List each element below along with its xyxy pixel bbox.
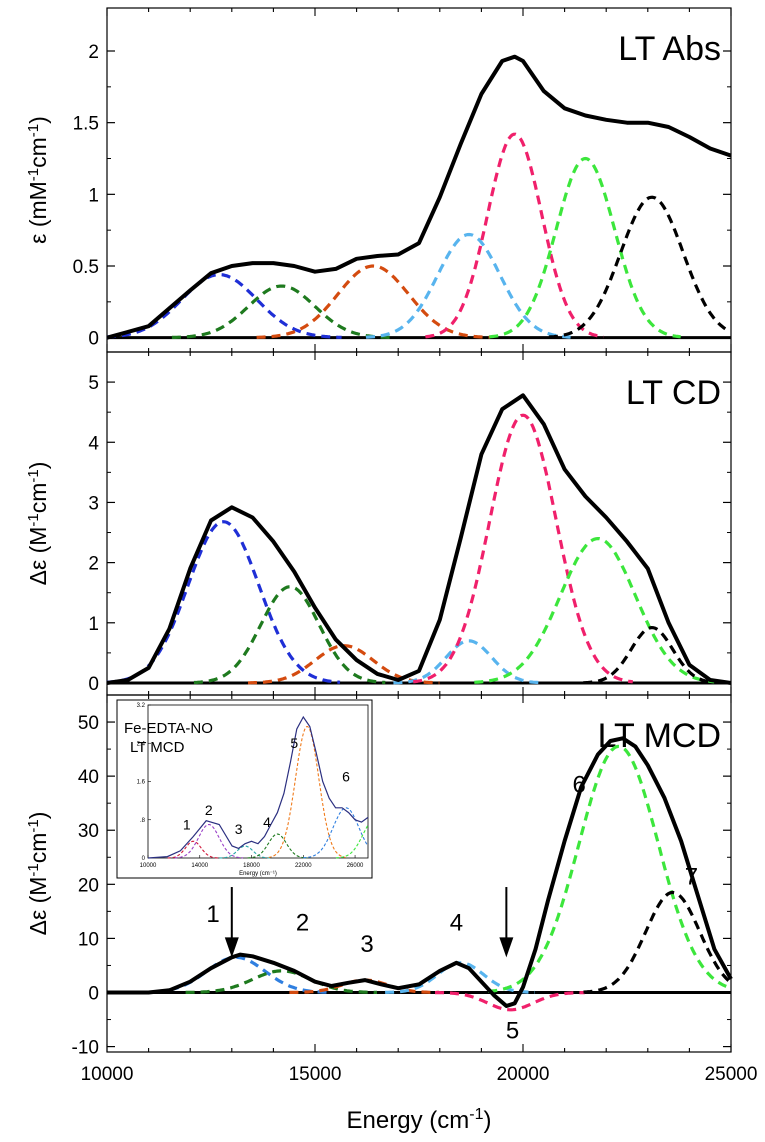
- inset-x-tick-label: 10000: [140, 863, 157, 869]
- x-axis-label-part: ): [483, 1107, 491, 1134]
- inset-y-tick-label: 1.6: [137, 780, 146, 786]
- band-label-1: 1: [206, 901, 219, 928]
- inset-x-tick-label: 14000: [191, 863, 208, 869]
- gaussian-band: [257, 266, 490, 337]
- inset-y-tick-label: 3.2: [137, 703, 146, 709]
- y-tick-label: 20: [78, 875, 99, 896]
- total-spectrum-line: [107, 57, 731, 338]
- y-tick-label: 1: [88, 185, 99, 206]
- x-tick-label: 25000: [705, 1064, 758, 1085]
- x-tick-label: 15000: [289, 1064, 342, 1085]
- inset-band-label-1: 1: [183, 816, 191, 832]
- arrow-head: [499, 937, 513, 957]
- inset-x-tick-label: 22000: [295, 863, 312, 869]
- y-tick-label: 3: [88, 493, 99, 514]
- y-tick-label: 0: [88, 984, 99, 1005]
- y-axis-label-part: ): [25, 462, 51, 470]
- y-axis-label: ε (mM-1cm-1): [25, 116, 51, 244]
- y-axis-label: Δε (M-1cm-1): [25, 812, 51, 936]
- y-tick-label: 5: [88, 373, 99, 394]
- y-tick-label: 2: [88, 42, 99, 63]
- inset-band-label-2: 2: [205, 802, 213, 818]
- y-tick-label: 40: [78, 767, 99, 788]
- y-axis-label-part: ): [25, 116, 51, 124]
- inset-chart: 0.81.62.43.210000 14000 18000 22000 26000Ene…: [117, 700, 372, 878]
- y-axis-label: Δε (M-1cm-1): [25, 462, 51, 586]
- y-axis-label-part: cm: [25, 483, 51, 514]
- y-tick-label: 0.5: [73, 257, 99, 278]
- y-tick-label: 0: [88, 329, 99, 350]
- y-axis-label-part: ): [25, 812, 51, 820]
- band-label-7: 7: [685, 863, 698, 890]
- y-axis-label-part: cm: [25, 137, 51, 168]
- y-axis-label-part: -1: [25, 863, 42, 876]
- gaussian-band: [172, 286, 392, 337]
- x-tick-label: 10000: [81, 1064, 134, 1085]
- inset-x-tick-label: 26000: [347, 863, 364, 869]
- y-axis-label-part: ε (mM: [25, 181, 51, 244]
- band-label-3: 3: [360, 931, 373, 958]
- gaussian-band: [393, 641, 543, 683]
- total-spectrum-line: [107, 395, 731, 683]
- y-tick-label: 1.5: [73, 114, 99, 135]
- x-tick-label: 20000: [497, 1064, 550, 1085]
- x-axis-label-part: Energy (cm: [347, 1107, 470, 1134]
- y-tick-label: -10: [72, 1038, 99, 1059]
- inset-band-label-4: 4: [263, 814, 271, 830]
- gaussian-band: [435, 993, 585, 1010]
- inset-band-label-5: 5: [290, 735, 298, 751]
- panel-title: LT CD: [626, 374, 721, 412]
- panel-title: LT MCD: [598, 717, 721, 755]
- x-axis-label-part: -1: [469, 1106, 483, 1123]
- y-tick-label: 2: [88, 554, 99, 575]
- gaussian-band: [194, 587, 385, 683]
- y-tick-label: 30: [78, 821, 99, 842]
- y-tick-label: 50: [78, 713, 99, 734]
- inset-band-label-3: 3: [235, 821, 243, 837]
- gaussian-band: [413, 415, 633, 682]
- y-axis-label-part: -1: [25, 168, 42, 181]
- y-tick-label: 4: [88, 433, 99, 454]
- inset-y-tick-label: .8: [140, 818, 146, 824]
- y-axis-label-part: -1: [25, 124, 42, 137]
- band-label-6: 6: [572, 771, 585, 798]
- y-axis-label-part: Δε (M: [25, 877, 51, 936]
- inset-title-line1: Fe-EDTA-NO: [124, 720, 213, 737]
- panel-title: LT Abs: [618, 30, 721, 68]
- y-axis-label-part: cm: [25, 833, 51, 864]
- y-tick-label: 10: [78, 929, 99, 950]
- inset-x-axis-label: Energy (cm⁻¹): [239, 871, 277, 877]
- y-axis-label-part: Δε (M: [25, 527, 51, 586]
- y-axis-label-part: -1: [25, 469, 42, 482]
- inset-band-label-6: 6: [342, 769, 350, 785]
- panel-1: 00.511.52ε (mM-1cm-1)LT Abs: [25, 8, 731, 352]
- band-label-2: 2: [296, 909, 309, 936]
- y-axis-label-part: -1: [25, 819, 42, 832]
- gaussian-band: [549, 197, 730, 337]
- x-axis-label: Energy (cm-1): [347, 1106, 492, 1134]
- gaussian-band: [584, 893, 731, 993]
- y-axis-label-part: -1: [25, 513, 42, 526]
- band-label-4: 4: [450, 909, 463, 936]
- y-tick-label: 0: [88, 674, 99, 695]
- inset-x-tick-label: 18000: [243, 863, 260, 869]
- inset-title-line2: LT MCD: [130, 739, 185, 756]
- band-label-5: 5: [506, 1017, 519, 1044]
- y-tick-label: 1: [88, 614, 99, 635]
- gaussian-band: [107, 522, 340, 683]
